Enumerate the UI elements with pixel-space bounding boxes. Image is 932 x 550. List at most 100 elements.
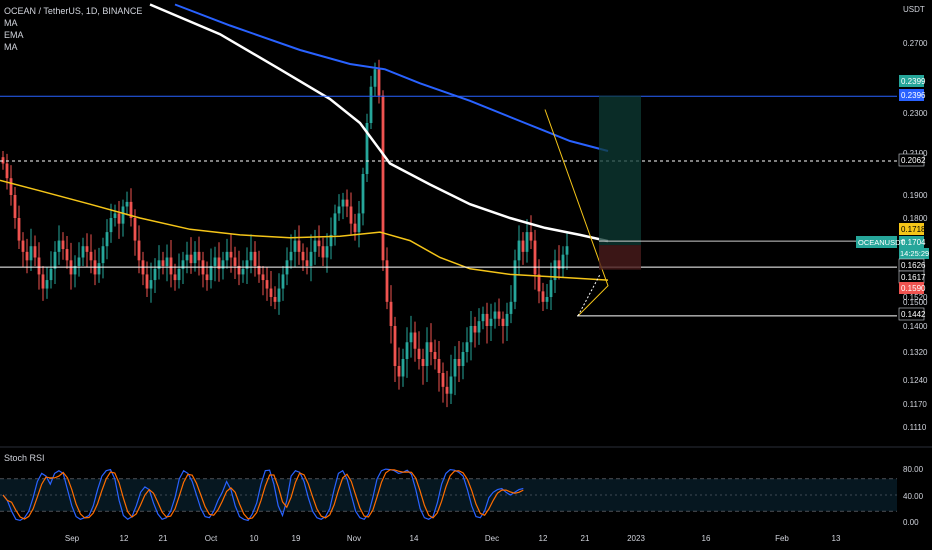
candle-body [41,274,45,289]
candle-body [173,274,177,281]
candle-body [541,291,545,302]
candle-body [445,386,449,394]
x-tick-label: 14 [410,534,419,543]
y-tick-label: 0.2100 [903,149,928,158]
candle-body [49,268,53,281]
candle-body [453,359,457,377]
x-tick-label: 12 [120,534,129,543]
chart-legend: OCEAN / TetherUS, 1D, BINANCE MA EMA MA [4,5,142,53]
y-tick-label: 0.1900 [903,191,928,200]
x-tick-label: Oct [205,534,218,543]
candle-body [129,201,133,218]
candle-body [529,232,533,241]
candle-body [493,311,497,319]
candle-body [481,313,485,322]
candle-body [149,280,153,289]
candle-body [545,297,549,302]
candle-body [181,260,185,269]
candle-body [5,163,9,179]
candle-body [521,240,525,252]
candle-body [21,240,25,252]
candle-body [57,240,61,252]
y-tick-label: 0.1400 [903,322,928,331]
y-tick-label: 0.1320 [903,348,928,357]
candle-body [413,332,417,349]
candle-body [301,251,305,261]
candle-body [177,268,181,281]
y-tick-label: 0.1110 [903,423,927,432]
y-tick-label: 0.1170 [903,400,927,409]
candle-body [341,199,345,207]
y-tick-label: 0.2300 [903,109,928,118]
candle-body [197,251,201,261]
candle-body [509,301,513,314]
candle-body [169,257,173,275]
candle-body [333,213,337,235]
price-label-box [899,89,924,101]
rsi-k-line [2,468,524,522]
candle-body [65,249,69,261]
price-label: 0.1704 [901,238,926,247]
candle-body [461,352,465,366]
candle-body [61,240,65,250]
candle-body [97,263,101,275]
indicator-ma-2[interactable]: MA [4,42,18,52]
candle-body [73,265,77,275]
candle-body [537,274,541,292]
candle-body [89,251,93,261]
indicator-ma-1[interactable]: MA [4,18,18,28]
candle-body [1,157,5,164]
x-tick-label: 10 [250,534,259,543]
candle-body [397,366,401,377]
price-label: 0.2062 [901,156,926,165]
candle-body [489,318,493,326]
candle-body [281,274,285,289]
candle-body [313,240,317,252]
candle-body [565,246,569,255]
candle-body [317,240,321,247]
symbol-title[interactable]: OCEAN / TetherUS, 1D, BINANCE [4,6,143,16]
candle-body [561,254,565,269]
candle-body [229,251,233,258]
price-label: 0.1617 [901,273,926,282]
candle-body [109,218,113,233]
candle-body [125,201,129,207]
candle-body [429,342,433,352]
candle-body [465,342,469,352]
candle-body [309,251,313,266]
x-tick-label: 13 [832,534,841,543]
candle-body [533,240,537,275]
candle-body [513,260,517,302]
price-label-box [899,236,924,248]
stoch-rsi-title[interactable]: Stoch RSI [4,453,45,463]
candle-body [113,213,117,218]
rsi-band [0,478,897,512]
candle-body [273,297,277,302]
triangle-drawing [544,109,609,317]
price-label-box [899,282,924,294]
ma-white-line [149,3,609,243]
candle-body [441,373,445,387]
price-label-box [898,307,925,321]
candle-body [81,246,85,258]
candle-body [193,251,197,264]
indicator-ema[interactable]: EMA [4,30,24,40]
price-label: 0.1718 [901,225,926,234]
candle-body [77,257,81,266]
candle-body [385,260,389,302]
candle-body [269,288,273,297]
x-tick-label: Feb [775,534,789,543]
candle-body [381,95,385,261]
candle-body [45,280,49,289]
rsi-tick-label: 0.00 [903,518,919,527]
candle-body [321,246,325,258]
candle-body [213,257,217,266]
candle-body [293,240,297,252]
position-stop-zone [599,245,641,270]
candle-body [357,213,361,233]
candle-body [185,254,189,261]
candle-body [241,268,245,275]
candle-body [553,260,557,281]
candle-body [469,326,473,343]
